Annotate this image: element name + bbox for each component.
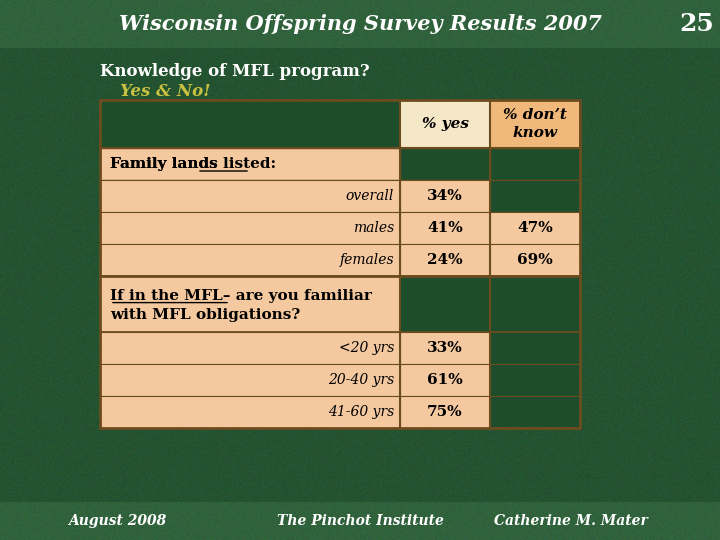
Bar: [490, 180, 580, 212]
Bar: [490, 364, 580, 396]
Bar: [400, 180, 490, 212]
Text: <20 yrs: <20 yrs: [338, 341, 394, 355]
Bar: [100, 100, 400, 148]
Text: with MFL obligations?: with MFL obligations?: [110, 308, 300, 322]
Text: 25: 25: [680, 12, 714, 36]
Text: 69%: 69%: [517, 253, 553, 267]
Text: Family lands: Family lands: [110, 157, 223, 171]
Bar: [400, 396, 490, 428]
Text: 20-40 yrs: 20-40 yrs: [328, 373, 394, 387]
Text: August 2008: August 2008: [68, 514, 166, 528]
Text: males: males: [353, 221, 394, 235]
Bar: [490, 100, 580, 148]
Text: Family lands listed:: Family lands listed:: [110, 157, 276, 171]
Text: If in the MFL– are you familiar: If in the MFL– are you familiar: [110, 288, 372, 302]
Text: females: females: [339, 253, 394, 267]
Text: 61%: 61%: [427, 373, 463, 387]
Bar: [400, 276, 490, 332]
Bar: [490, 332, 580, 364]
Bar: [490, 212, 580, 244]
Bar: [400, 212, 490, 244]
Bar: [100, 396, 400, 428]
Bar: [400, 244, 490, 276]
Text: Wisconsin Offspring Survey Results 2007: Wisconsin Offspring Survey Results 2007: [119, 14, 601, 34]
Text: overall: overall: [346, 189, 394, 203]
Text: 47%: 47%: [517, 221, 553, 235]
Text: % don’t
know: % don’t know: [503, 108, 567, 140]
Bar: [100, 276, 400, 332]
Bar: [100, 180, 400, 212]
Bar: [400, 100, 490, 148]
Bar: [400, 364, 490, 396]
Bar: [100, 148, 400, 180]
Bar: [490, 244, 580, 276]
Text: 33%: 33%: [427, 341, 463, 355]
Bar: [100, 212, 400, 244]
Text: 24%: 24%: [427, 253, 463, 267]
Bar: [100, 364, 400, 396]
Text: Catherine M. Mater: Catherine M. Mater: [494, 514, 648, 528]
Bar: [100, 244, 400, 276]
Bar: [490, 148, 580, 180]
Text: 41%: 41%: [427, 221, 463, 235]
Text: 34%: 34%: [427, 189, 463, 203]
Text: Yes & No!: Yes & No!: [120, 84, 210, 100]
Text: % yes: % yes: [421, 117, 469, 131]
Text: 41-60 yrs: 41-60 yrs: [328, 405, 394, 419]
Bar: [100, 100, 580, 428]
Bar: [490, 396, 580, 428]
Bar: [400, 148, 490, 180]
Bar: [100, 332, 400, 364]
Bar: [490, 276, 580, 332]
Bar: [400, 332, 490, 364]
Text: 75%: 75%: [427, 405, 463, 419]
Text: Knowledge of MFL program?: Knowledge of MFL program?: [100, 64, 369, 80]
Text: The Pinchot Institute: The Pinchot Institute: [276, 514, 444, 528]
